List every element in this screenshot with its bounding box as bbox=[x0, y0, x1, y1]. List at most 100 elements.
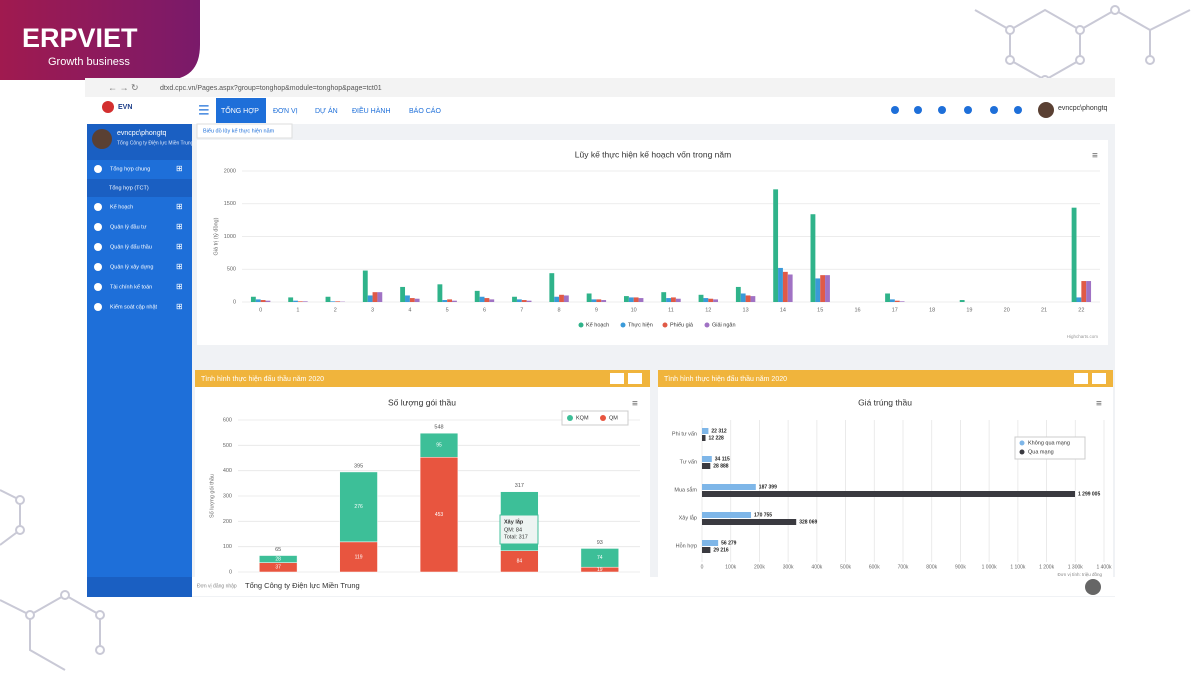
y-tick-label: 500 bbox=[223, 443, 232, 449]
bar bbox=[527, 301, 532, 302]
bar bbox=[676, 299, 681, 302]
x-tick-label: 20 bbox=[1004, 307, 1010, 313]
menu-item[interactable]: Quản lý đầu tư bbox=[110, 224, 147, 230]
chart-menu[interactable]: ≡ bbox=[1092, 151, 1098, 162]
nav-arrows[interactable]: ← → ↻ bbox=[108, 82, 139, 92]
data-label: 28 888 bbox=[713, 463, 729, 469]
data-label: 12 228 bbox=[709, 435, 725, 441]
data-label: 95 bbox=[436, 443, 442, 449]
x-tick-label: 10 bbox=[631, 307, 637, 313]
menu-icon bbox=[94, 303, 102, 311]
menu-expand: ⊞ bbox=[176, 164, 183, 173]
bar bbox=[713, 299, 718, 302]
y-tick-label: 1500 bbox=[224, 201, 236, 207]
menu-icon bbox=[94, 203, 102, 211]
x-tick-label: 100k bbox=[725, 564, 736, 570]
legend-marker bbox=[621, 323, 626, 328]
bar bbox=[363, 271, 368, 302]
bar bbox=[702, 435, 706, 441]
menu-item[interactable]: Tài chính kế toán bbox=[110, 284, 152, 290]
bar bbox=[885, 293, 890, 302]
nav-tab[interactable]: BÁO CÁO bbox=[409, 106, 441, 115]
x-tick-label: 400k bbox=[811, 564, 822, 570]
scroll-top[interactable] bbox=[1085, 579, 1101, 595]
y-tick-label: Xây lắp bbox=[679, 514, 697, 521]
x-tick-label: 12 bbox=[705, 307, 711, 313]
bar bbox=[702, 491, 1075, 497]
panel-button[interactable] bbox=[610, 373, 624, 384]
tab-label[interactable]: Biểu đồ lũy kế thực hiện năm bbox=[203, 127, 275, 134]
bar bbox=[335, 301, 340, 302]
nav-user[interactable]: evncpc\phongtq bbox=[1058, 105, 1108, 112]
legend-label: QM bbox=[609, 415, 618, 421]
panel-button[interactable] bbox=[1092, 373, 1106, 384]
menu-item[interactable]: Kế hoạch bbox=[110, 204, 133, 210]
menu-item[interactable]: Kiểm soát cập nhật bbox=[110, 303, 158, 310]
y-tick-label: Phi tư vấn bbox=[672, 431, 697, 437]
bar bbox=[702, 547, 710, 553]
panel-button[interactable] bbox=[1074, 373, 1088, 384]
y-tick-label: 500 bbox=[227, 267, 236, 273]
x-tick-label: 1 bbox=[296, 307, 299, 313]
data-label: 29 216 bbox=[713, 547, 729, 553]
menu-item[interactable]: Quản lý đấu thầu bbox=[110, 244, 152, 250]
data-label: 84 bbox=[517, 559, 523, 565]
menu-expand: ⊞ bbox=[176, 302, 183, 311]
bar bbox=[596, 299, 601, 302]
url[interactable]: dtxd.cpc.vn/Pages.aspx?group=tonghop&mod… bbox=[160, 85, 382, 92]
x-tick-label: 3 bbox=[371, 307, 374, 313]
bar bbox=[1086, 281, 1091, 302]
data-label: 1 299 005 bbox=[1078, 491, 1100, 497]
stack-total: 548 bbox=[434, 425, 443, 431]
x-tick-label: 1 000k bbox=[982, 564, 998, 570]
data-label: 34 115 bbox=[715, 456, 730, 462]
data-label: 19 bbox=[597, 567, 603, 573]
menu-expand: ⊞ bbox=[176, 202, 183, 211]
footer-label: Đơn vị đăng nhập bbox=[197, 583, 237, 589]
legend-marker bbox=[567, 415, 573, 421]
sidebar-org: Tổng Công ty Điện lực Miền Trung bbox=[117, 139, 194, 146]
tooltip-title: Xây lắp bbox=[504, 518, 524, 525]
x-tick-label: 1 300k bbox=[1068, 564, 1084, 570]
bar bbox=[587, 293, 592, 302]
data-label: 37 bbox=[275, 565, 281, 571]
bar bbox=[522, 300, 527, 302]
x-tick-label: 17 bbox=[892, 307, 898, 313]
avatar[interactable] bbox=[1038, 102, 1054, 118]
credits: Highcharts.com bbox=[1067, 334, 1099, 339]
legend-label: Qua mạng bbox=[1028, 449, 1054, 455]
stack-total: 65 bbox=[275, 547, 281, 553]
data-label: 328 069 bbox=[799, 519, 817, 525]
menu-item[interactable]: Tổng hợp chung bbox=[110, 165, 150, 172]
menu-item[interactable]: Tổng hợp (TCT) bbox=[109, 184, 149, 191]
data-label: 22 312 bbox=[711, 428, 727, 434]
tagline: Growth business bbox=[48, 56, 130, 68]
menu-icon bbox=[94, 223, 102, 231]
bar bbox=[783, 272, 788, 302]
chart-menu[interactable]: ≡ bbox=[632, 399, 638, 410]
bar bbox=[1072, 208, 1077, 302]
menu-item[interactable]: Quản lý xây dựng bbox=[110, 264, 153, 270]
footer-value: Tổng Công ty Điện lực Miền Trung bbox=[245, 581, 360, 590]
x-tick-label: 6 bbox=[483, 307, 486, 313]
panel-button[interactable] bbox=[628, 373, 642, 384]
brand-icon bbox=[102, 101, 114, 113]
nav-tab[interactable]: DỰ ÁN bbox=[315, 106, 338, 115]
nav-tab[interactable]: ĐƠN VỊ bbox=[273, 108, 298, 115]
data-label: 119 bbox=[355, 554, 363, 560]
bar bbox=[639, 298, 644, 302]
bar bbox=[702, 456, 712, 462]
legend-marker bbox=[1020, 450, 1025, 455]
bar bbox=[266, 301, 271, 302]
nav-tab[interactable]: TỔNG HỢP bbox=[221, 106, 259, 115]
bar bbox=[736, 287, 741, 302]
bar bbox=[741, 293, 746, 302]
x-tick-label: 7 bbox=[520, 307, 523, 313]
sidebar-avatar bbox=[92, 129, 112, 149]
legend-marker bbox=[579, 323, 584, 328]
x-tick-label: 22 bbox=[1078, 307, 1084, 313]
menu-toggle[interactable]: ☰ bbox=[198, 102, 210, 117]
chart-menu[interactable]: ≡ bbox=[1096, 399, 1102, 410]
bar bbox=[373, 292, 378, 302]
